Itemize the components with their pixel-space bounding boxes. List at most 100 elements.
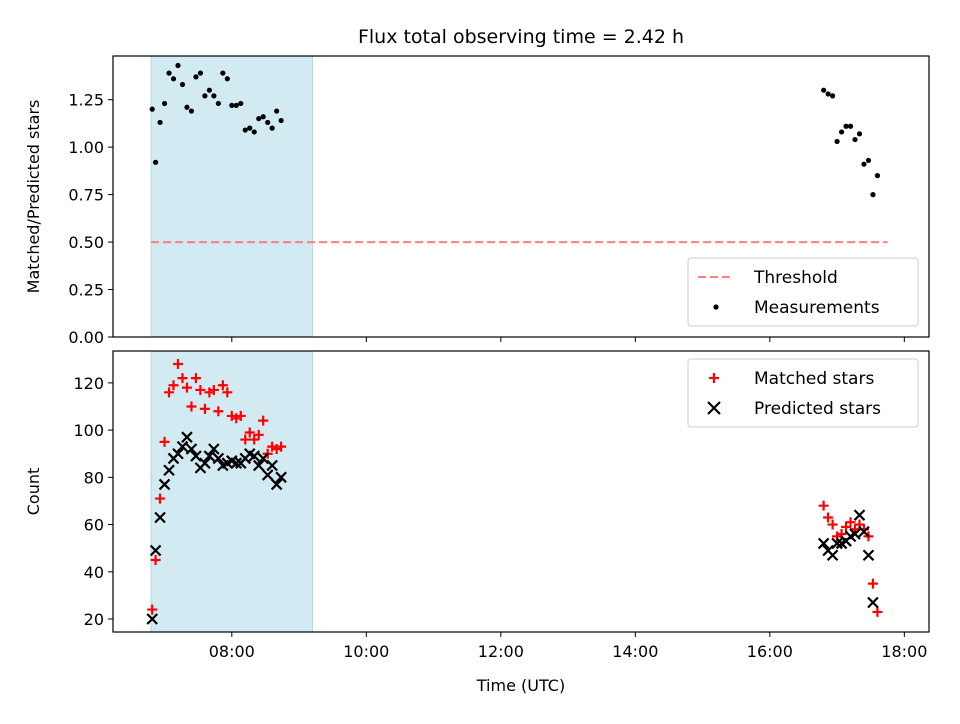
predicted-star-point bbox=[270, 478, 283, 491]
measurement-point bbox=[149, 106, 155, 112]
matched-star-point bbox=[164, 387, 175, 398]
matched-star-point bbox=[190, 373, 201, 384]
axes-frame bbox=[112, 55, 930, 338]
matched-star-point bbox=[235, 410, 246, 421]
y-tick-label: 20 bbox=[84, 610, 104, 629]
measurement-point bbox=[861, 161, 867, 167]
measurement-point bbox=[166, 70, 172, 76]
predicted-star-point bbox=[158, 478, 171, 491]
predicted-star-point bbox=[252, 459, 265, 472]
measurement-point bbox=[274, 108, 280, 114]
matched-star-point bbox=[827, 519, 838, 530]
predicted-star-point bbox=[146, 613, 159, 625]
predicted-star-point bbox=[831, 537, 843, 550]
matched-star-point bbox=[240, 434, 251, 445]
y-tick-label: 0.25 bbox=[68, 281, 104, 300]
measurement-point bbox=[220, 70, 226, 76]
matched-star-point bbox=[213, 406, 224, 417]
predicted-star-point bbox=[858, 525, 870, 538]
legend-label: Matched stars bbox=[754, 369, 874, 389]
predicted-star-point bbox=[172, 447, 184, 460]
predicted-star-point bbox=[230, 457, 243, 469]
y-tick-label: 1.00 bbox=[68, 138, 104, 157]
predicted-star-point bbox=[181, 431, 193, 443]
legend-matched-swatch bbox=[709, 373, 719, 383]
matched-star-point bbox=[177, 373, 188, 384]
predicted-star-point bbox=[867, 596, 879, 609]
matched-star-point bbox=[823, 512, 834, 523]
measurement-point bbox=[157, 119, 163, 126]
ratio-panel: 0.00 0.25 0.50 0.75 1.00 1.25 Matched/Predicte… bbox=[24, 55, 930, 347]
measurement-point bbox=[197, 70, 204, 76]
matched-star-point bbox=[818, 500, 829, 511]
count-panel: 20 40 60 80 100 120 08:00 10:00 12:00 14:00 16:00 1… bbox=[24, 350, 930, 695]
measurement-point bbox=[152, 159, 159, 165]
matched-star-point bbox=[173, 358, 184, 369]
measurement-point bbox=[838, 129, 845, 135]
matched-star-point bbox=[186, 401, 197, 412]
measurement-point bbox=[179, 81, 186, 88]
measurement-point bbox=[247, 125, 253, 131]
x-tick-label: 12:00 bbox=[478, 642, 524, 661]
measurement-point bbox=[865, 157, 872, 164]
predicted-star-point bbox=[248, 450, 261, 462]
predicted-star-point bbox=[199, 457, 211, 469]
predicted-star-point bbox=[275, 471, 287, 484]
predicted-star-point bbox=[257, 452, 269, 465]
legend-box bbox=[687, 257, 919, 327]
y-tick-label: 0.50 bbox=[68, 233, 104, 252]
y-axis-label: Matched/Predicted stars bbox=[24, 100, 43, 294]
measurement-point bbox=[202, 93, 208, 99]
measurement-point bbox=[238, 100, 244, 107]
legend-box bbox=[687, 358, 919, 428]
x-axis-label: Time (UTC) bbox=[476, 676, 565, 695]
x-tick-label: 14:00 bbox=[612, 642, 658, 661]
measurement-point bbox=[251, 129, 257, 135]
matched-star-point bbox=[276, 441, 287, 452]
y-axis-label: Count bbox=[24, 468, 43, 516]
predicted-star-point bbox=[817, 537, 830, 550]
matched-star-point bbox=[217, 380, 228, 391]
predicted-star-point bbox=[176, 440, 189, 453]
matched-star-point bbox=[168, 380, 179, 391]
legend-predicted-swatch bbox=[707, 401, 721, 415]
matched-star-point bbox=[845, 517, 856, 528]
measurement-point bbox=[278, 117, 284, 124]
y-tick-label: 60 bbox=[84, 516, 104, 535]
measurement-point bbox=[265, 119, 271, 126]
measurement-point bbox=[206, 87, 212, 93]
predicted-star-point bbox=[849, 528, 861, 540]
y-tick-label: 120 bbox=[73, 374, 104, 393]
measurement-point bbox=[184, 104, 190, 110]
predicted-star-point bbox=[261, 469, 274, 481]
x-tick-label: 10:00 bbox=[343, 642, 389, 661]
y-tick-label: 0.75 bbox=[68, 186, 104, 205]
matched-star-point bbox=[159, 436, 170, 447]
measurement-point bbox=[834, 138, 840, 145]
measurement-point bbox=[856, 131, 863, 137]
measurement-point bbox=[269, 125, 275, 131]
measurement-point bbox=[161, 100, 168, 107]
matched-star-point bbox=[181, 382, 192, 393]
chart-title: Flux total observing time = 2.42 h bbox=[358, 26, 684, 48]
y-tick-label: 1.25 bbox=[68, 91, 104, 110]
matched-star-point bbox=[253, 429, 264, 440]
measurement-point bbox=[843, 123, 849, 129]
measurement-point bbox=[821, 87, 827, 93]
predicted-star-point bbox=[190, 450, 202, 462]
y-tick-label: 40 bbox=[84, 563, 104, 582]
measurement-point bbox=[847, 123, 854, 129]
predicted-star-point bbox=[185, 443, 198, 455]
matched-star-point bbox=[222, 387, 233, 398]
matched-star-point bbox=[258, 415, 269, 426]
measurement-point bbox=[224, 76, 230, 82]
matched-star-point bbox=[841, 521, 852, 532]
matched-star-point bbox=[244, 427, 255, 438]
predicted-star-point bbox=[149, 544, 162, 557]
measurement-point bbox=[170, 76, 177, 82]
matched-star-point bbox=[147, 604, 158, 615]
legend-measurement-swatch bbox=[713, 304, 719, 310]
matched-star-point bbox=[208, 384, 219, 395]
measurement-point bbox=[256, 116, 262, 122]
